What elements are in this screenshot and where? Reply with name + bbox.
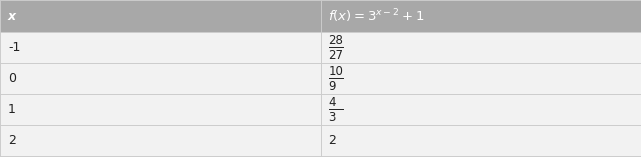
Text: 2: 2 (8, 134, 16, 147)
Text: 0: 0 (8, 72, 16, 85)
Text: 27: 27 (328, 49, 344, 62)
Bar (0, 125, 641, 156)
Text: 9: 9 (328, 80, 336, 93)
Bar (0, 94, 641, 125)
Text: 10: 10 (328, 65, 344, 78)
Text: 1: 1 (8, 103, 16, 116)
Bar (0, 0, 641, 32)
Text: x: x (8, 10, 16, 23)
Text: -1: -1 (8, 41, 21, 54)
Bar (0, 32, 641, 63)
Bar (0, 63, 641, 94)
Text: $f(x)=3^{x-2}+1$: $f(x)=3^{x-2}+1$ (328, 7, 425, 25)
Text: 4: 4 (328, 96, 336, 109)
Text: 3: 3 (328, 111, 336, 124)
Text: 2: 2 (328, 134, 337, 147)
Text: 28: 28 (328, 34, 344, 47)
